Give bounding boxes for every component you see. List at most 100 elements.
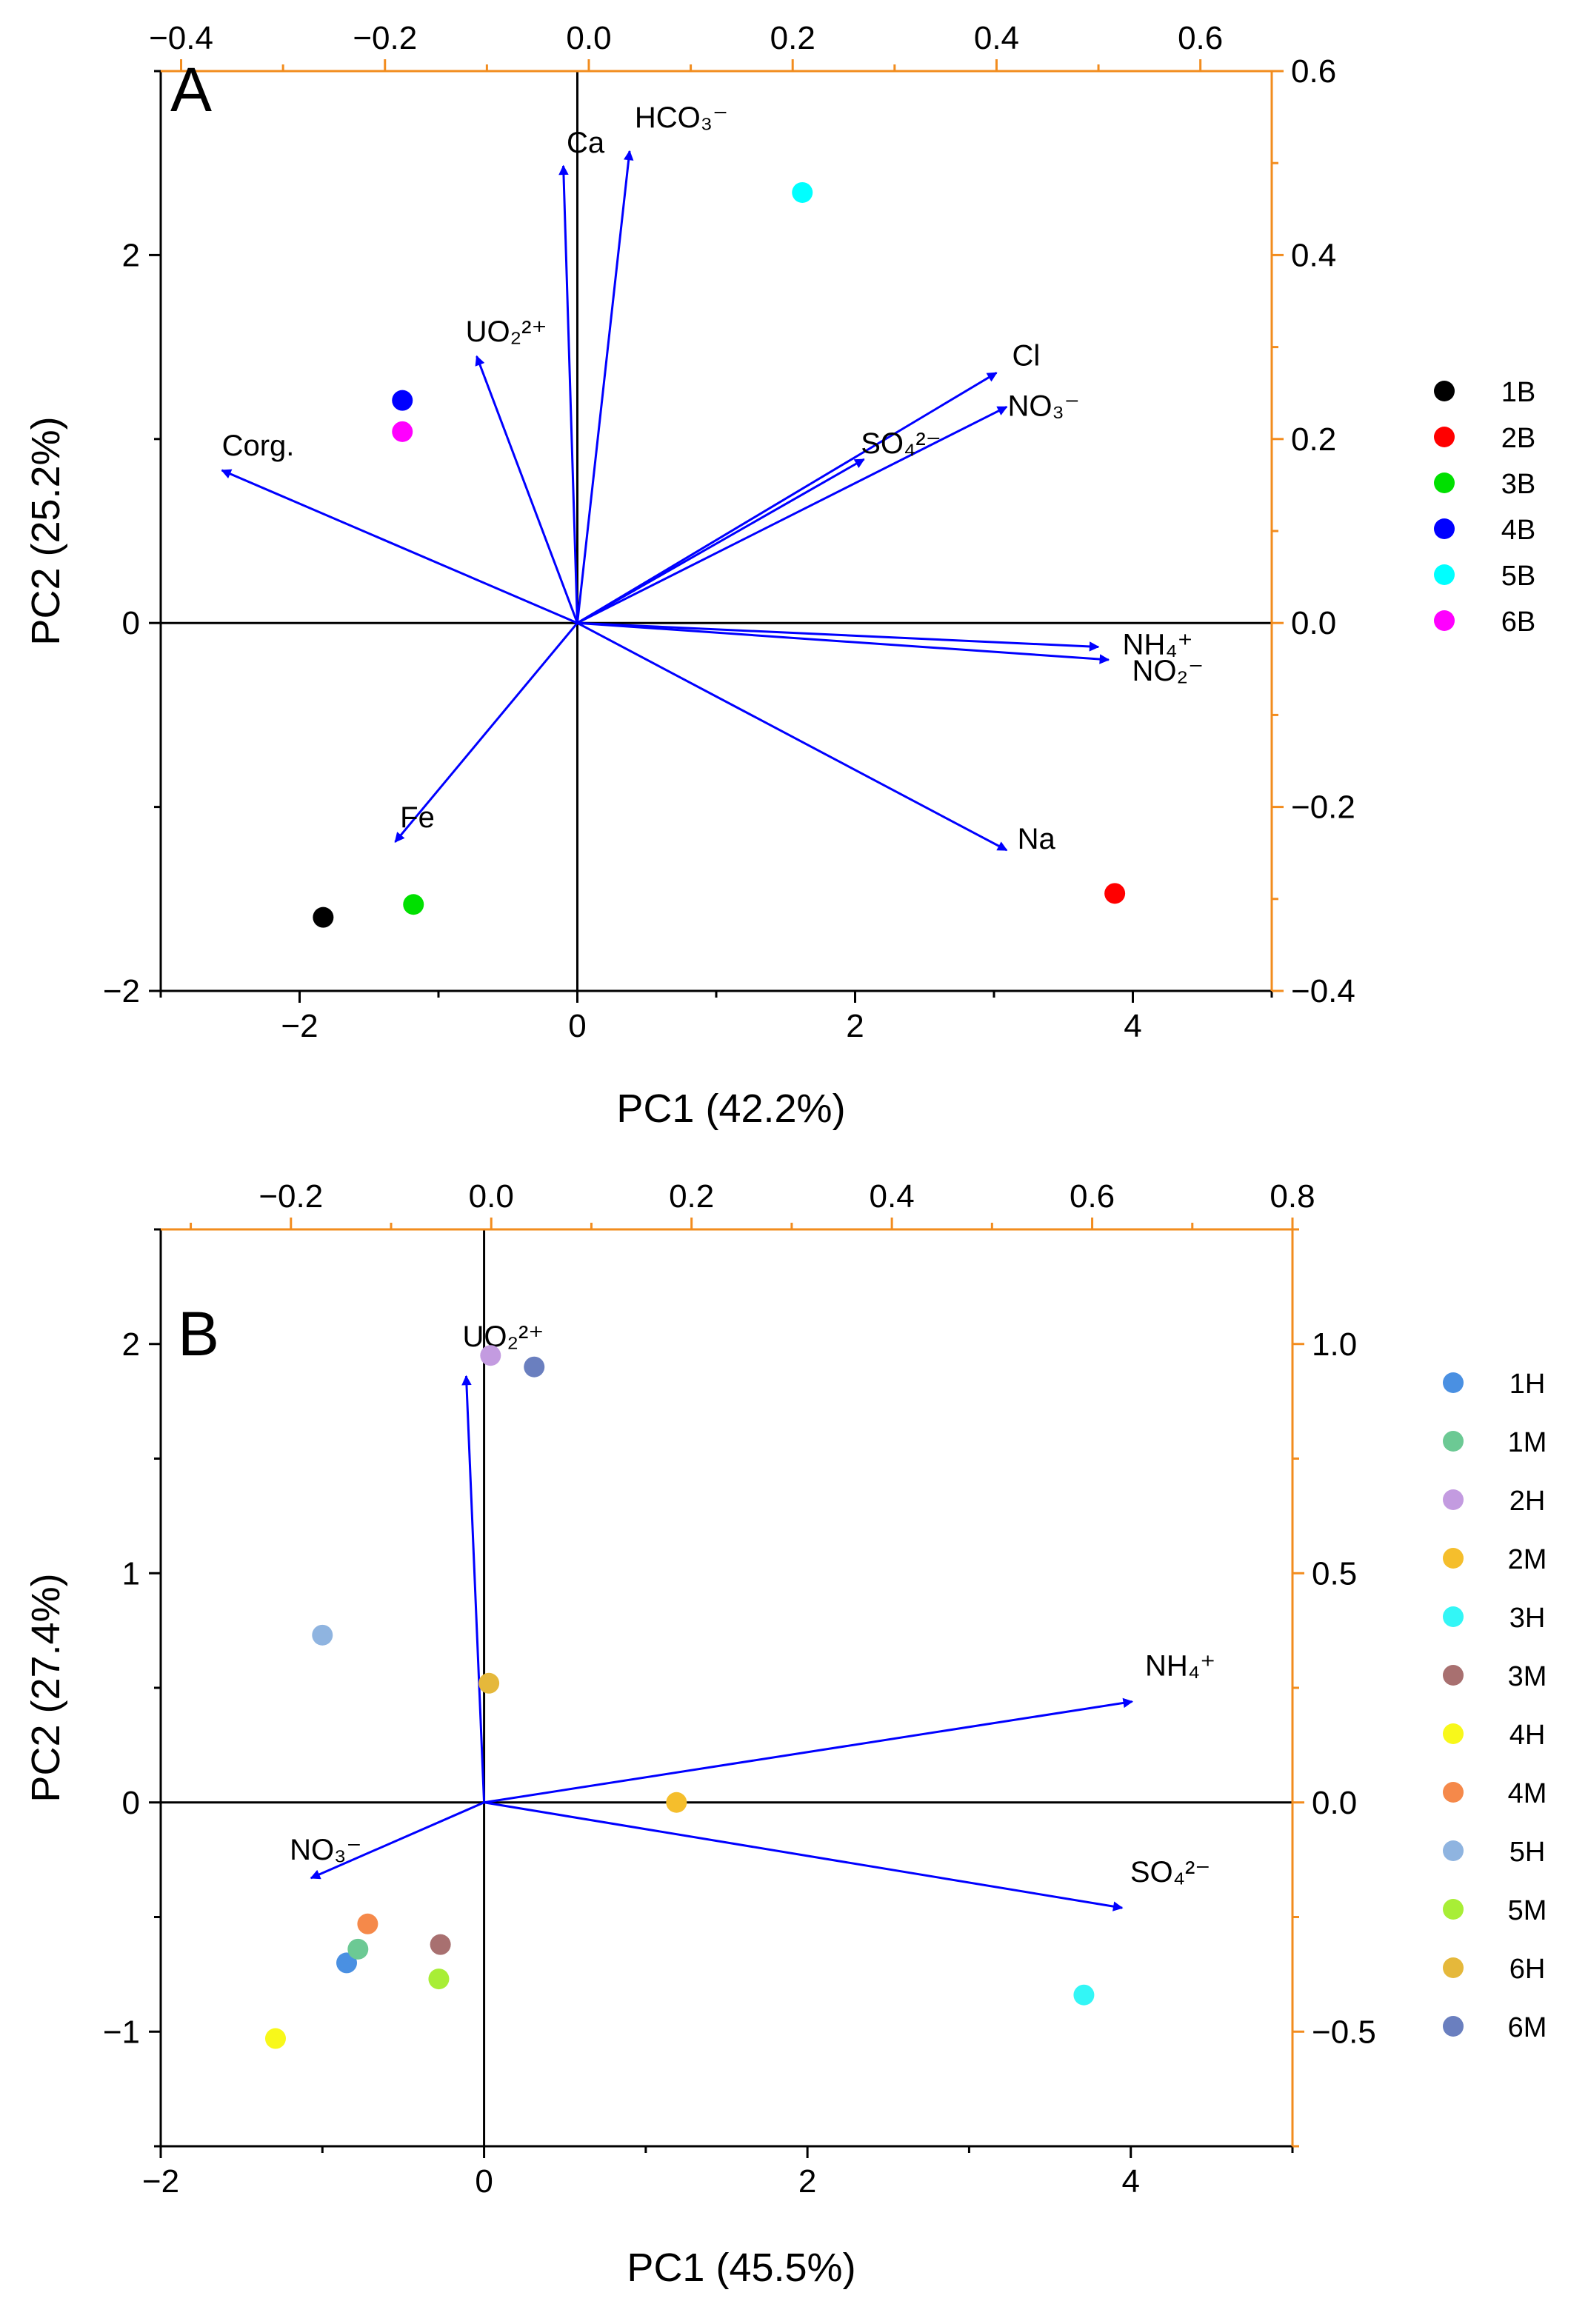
- score-point-2H: [480, 1345, 501, 1366]
- score-point-6B: [392, 421, 413, 442]
- x-tick-label: 4: [1124, 1008, 1141, 1044]
- legend-label: 2H: [1509, 1486, 1546, 1517]
- top-tick-label: 0.2: [770, 20, 815, 56]
- score-point-5M: [428, 1969, 450, 1990]
- score-point-3H: [1073, 1984, 1095, 2006]
- loading-arrow: [576, 372, 998, 624]
- score-point-1H: [336, 1952, 358, 1974]
- legend-marker: [1434, 473, 1455, 493]
- legend-marker: [1443, 1548, 1464, 1569]
- y-axis-label: PC2 (25.2%): [24, 416, 68, 645]
- score-point-6M: [524, 1356, 545, 1378]
- score-point-3M: [430, 1934, 451, 1955]
- chart-panel-B: −2 0 2 4 −1 0 1 2 −0.2 0.0 0.2 0.4 0.6 0.8 −0.5 0.0 0.5 1…: [24, 1178, 1547, 2290]
- legend-label: 6B: [1501, 607, 1535, 638]
- right-tick-label: −0.4: [1291, 973, 1355, 1009]
- legend-marker: [1434, 518, 1455, 539]
- right-tick-label: 1.0: [1312, 1326, 1357, 1363]
- y-tick-label: 1: [122, 1555, 140, 1592]
- x-tick-label: −2: [142, 2163, 179, 2200]
- x-tick-label: −2: [281, 1008, 318, 1044]
- x-axis-label: PC1 (42.2%): [616, 1086, 845, 1131]
- score-point-5H: [312, 1624, 333, 1646]
- top-tick-label: 0.8: [1270, 1178, 1315, 1215]
- legend-label: 1B: [1501, 377, 1535, 408]
- top-tick-label: 0.4: [870, 1178, 915, 1215]
- top-tick-label: −0.2: [258, 1178, 323, 1215]
- loading-label: Na: [1018, 823, 1056, 855]
- top-tick-label: 0.4: [974, 20, 1019, 56]
- loading-arrow: [576, 150, 634, 624]
- y-tick-label: 0: [122, 1785, 140, 1821]
- score-point-6H: [478, 1672, 500, 1694]
- top-tick-label: 0.0: [469, 1178, 514, 1215]
- legend-marker: [1434, 564, 1455, 585]
- legend-label: 3B: [1501, 469, 1535, 500]
- right-tick-label: 0.0: [1312, 1785, 1357, 1821]
- y-axis-label: PC2 (27.4%): [24, 1573, 68, 1802]
- legend-label: 4H: [1509, 1720, 1546, 1751]
- loading-arrow: [576, 621, 1008, 852]
- y-tick-label: 2: [122, 1326, 140, 1363]
- top-tick-label: −0.2: [353, 20, 417, 56]
- legend-label: 5B: [1501, 561, 1535, 592]
- loading-arrow: [310, 1801, 485, 1880]
- x-tick-label: 0: [568, 1008, 586, 1044]
- loading-arrow: [577, 621, 1100, 652]
- loading-arrow: [576, 405, 1008, 624]
- loading-label: UO₂²⁺: [466, 315, 547, 348]
- legend-marker: [1443, 1899, 1464, 1920]
- loading-label: NO₂⁻: [1132, 655, 1204, 687]
- score-point-4M: [357, 1913, 378, 1934]
- right-tick-label: 0.2: [1291, 421, 1336, 458]
- panel-label: B: [178, 1299, 219, 1369]
- legend-marker: [1443, 1489, 1464, 1510]
- top-tick-label: 0.2: [669, 1178, 714, 1215]
- legend-marker: [1434, 381, 1455, 401]
- y-tick-label: −1: [103, 2014, 140, 2050]
- right-tick-label: 0.4: [1291, 237, 1336, 273]
- y-tick-label: −2: [103, 973, 140, 1009]
- x-tick-label: 0: [475, 2163, 493, 2200]
- loading-label: Cl: [1012, 339, 1041, 372]
- legend-label: 5M: [1508, 1895, 1547, 1926]
- x-axis-label: PC1 (45.5%): [627, 2245, 855, 2290]
- right-tick-label: 0.0: [1291, 605, 1336, 641]
- legend-marker: [1434, 610, 1455, 631]
- legend-marker: [1443, 1606, 1464, 1627]
- loading-arrow: [461, 1375, 486, 1803]
- legend-label: 4M: [1508, 1778, 1547, 1809]
- loading-arrow: [576, 458, 865, 624]
- score-point-3B: [403, 894, 424, 915]
- loading-arrow: [558, 164, 578, 624]
- score-point-2B: [1104, 883, 1126, 904]
- score-point-1M: [347, 1938, 369, 1960]
- legend-marker: [1443, 1665, 1464, 1686]
- legend-marker: [1443, 1957, 1464, 1978]
- x-tick-label: 2: [846, 1008, 864, 1044]
- loading-arrow: [484, 1697, 1133, 1804]
- right-tick-label: −0.2: [1291, 789, 1355, 826]
- legend-label: 1M: [1508, 1427, 1547, 1458]
- legend-marker: [1443, 1372, 1464, 1393]
- legend-label: 3H: [1509, 1603, 1546, 1634]
- y-tick-label: 0: [122, 605, 140, 641]
- chart-panel-A: −2 0 2 4 −2 0 2 −0.4 −0.2 0.0 0.2 0.4 0.6 −0.4 −0.2 0.0…: [24, 20, 1535, 1131]
- loading-arrow: [475, 355, 578, 624]
- x-tick-label: 4: [1121, 2163, 1139, 2200]
- y-tick-label: 2: [122, 237, 140, 273]
- score-point-4H: [264, 2028, 286, 2049]
- loading-label: NO₃⁻: [290, 1834, 361, 1866]
- top-tick-label: 0.6: [1178, 20, 1223, 56]
- legend-marker: [1443, 1431, 1464, 1452]
- legend-label: 4B: [1501, 515, 1535, 546]
- loading-label: NH₄⁺: [1122, 628, 1192, 661]
- legend-label: 5H: [1509, 1837, 1546, 1868]
- loading-label: NH₄⁺: [1145, 1650, 1215, 1683]
- top-tick-label: −0.4: [149, 20, 213, 56]
- legend-label: 6M: [1508, 2012, 1547, 2043]
- legend-marker: [1443, 1840, 1464, 1861]
- score-point-4B: [392, 390, 413, 411]
- panel-label: A: [170, 55, 212, 124]
